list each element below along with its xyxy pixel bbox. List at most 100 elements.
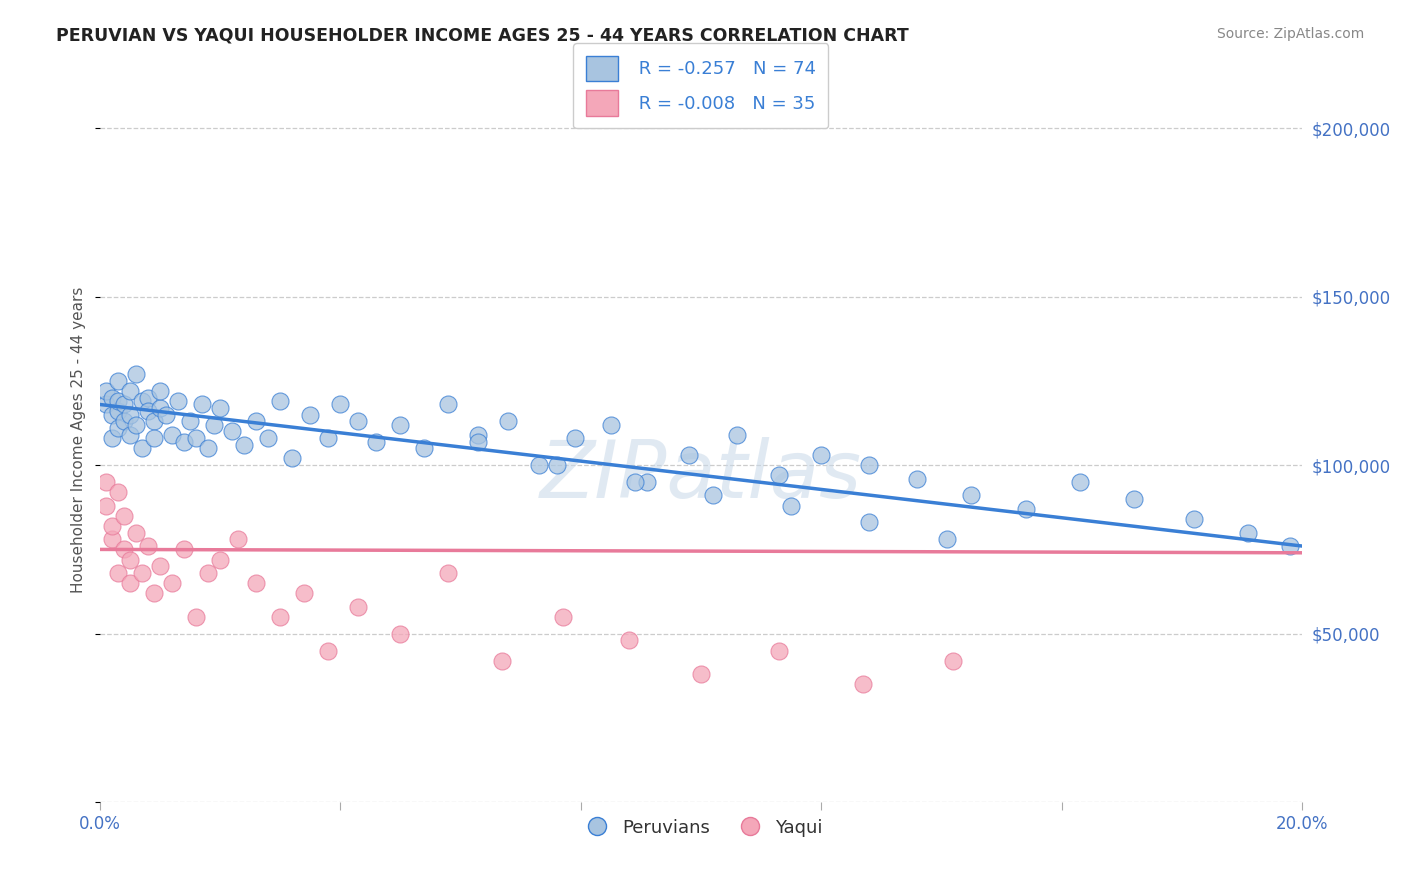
Point bbox=[124, 417, 146, 432]
Point bbox=[107, 485, 129, 500]
Point bbox=[142, 431, 165, 445]
Point bbox=[413, 442, 436, 456]
Point bbox=[527, 458, 550, 472]
Point bbox=[173, 434, 195, 449]
Point bbox=[118, 552, 141, 566]
Point bbox=[623, 475, 645, 489]
Point bbox=[124, 525, 146, 540]
Point bbox=[347, 599, 370, 614]
Point bbox=[118, 384, 141, 398]
Point bbox=[184, 431, 207, 445]
Point bbox=[112, 414, 135, 428]
Point bbox=[191, 397, 214, 411]
Point bbox=[136, 539, 159, 553]
Text: ZIPatlas: ZIPatlas bbox=[540, 437, 862, 515]
Point bbox=[160, 427, 183, 442]
Point bbox=[437, 566, 460, 580]
Point bbox=[942, 654, 965, 668]
Point bbox=[329, 397, 352, 411]
Point bbox=[269, 394, 291, 409]
Point bbox=[226, 533, 249, 547]
Point bbox=[118, 427, 141, 442]
Point bbox=[257, 431, 280, 445]
Point bbox=[149, 401, 172, 415]
Point bbox=[960, 488, 983, 502]
Point bbox=[136, 391, 159, 405]
Point bbox=[131, 442, 153, 456]
Point bbox=[94, 384, 117, 398]
Point bbox=[852, 677, 875, 691]
Point bbox=[118, 408, 141, 422]
Point bbox=[107, 566, 129, 580]
Point bbox=[202, 417, 225, 432]
Point bbox=[107, 421, 129, 435]
Point bbox=[94, 499, 117, 513]
Point bbox=[232, 438, 254, 452]
Point bbox=[112, 397, 135, 411]
Text: PERUVIAN VS YAQUI HOUSEHOLDER INCOME AGES 25 - 44 YEARS CORRELATION CHART: PERUVIAN VS YAQUI HOUSEHOLDER INCOME AGE… bbox=[56, 27, 910, 45]
Point bbox=[107, 404, 129, 418]
Point bbox=[551, 610, 574, 624]
Point bbox=[136, 404, 159, 418]
Point bbox=[100, 408, 122, 422]
Point bbox=[389, 626, 412, 640]
Point bbox=[107, 394, 129, 409]
Point bbox=[498, 414, 520, 428]
Point bbox=[112, 508, 135, 523]
Point bbox=[599, 417, 621, 432]
Point bbox=[768, 468, 790, 483]
Point bbox=[564, 431, 586, 445]
Point bbox=[149, 384, 172, 398]
Point bbox=[1237, 525, 1260, 540]
Point bbox=[269, 610, 291, 624]
Point bbox=[858, 516, 880, 530]
Point bbox=[299, 408, 322, 422]
Point bbox=[245, 576, 267, 591]
Y-axis label: Householder Income Ages 25 - 44 years: Householder Income Ages 25 - 44 years bbox=[72, 286, 86, 593]
Point bbox=[1069, 475, 1091, 489]
Point bbox=[768, 643, 790, 657]
Point bbox=[678, 448, 700, 462]
Point bbox=[1279, 539, 1302, 553]
Point bbox=[149, 559, 172, 574]
Point bbox=[617, 633, 640, 648]
Point bbox=[118, 576, 141, 591]
Point bbox=[636, 475, 658, 489]
Point bbox=[1182, 512, 1205, 526]
Point bbox=[1122, 491, 1144, 506]
Point bbox=[107, 374, 129, 388]
Point bbox=[366, 434, 388, 449]
Point bbox=[197, 566, 219, 580]
Point bbox=[905, 472, 928, 486]
Point bbox=[208, 401, 231, 415]
Point bbox=[467, 434, 489, 449]
Point bbox=[100, 518, 122, 533]
Point bbox=[184, 610, 207, 624]
Point bbox=[245, 414, 267, 428]
Point bbox=[155, 408, 177, 422]
Point bbox=[124, 367, 146, 381]
Point bbox=[281, 451, 304, 466]
Point bbox=[810, 448, 832, 462]
Point bbox=[173, 542, 195, 557]
Point bbox=[94, 397, 117, 411]
Point bbox=[437, 397, 460, 411]
Text: Source: ZipAtlas.com: Source: ZipAtlas.com bbox=[1216, 27, 1364, 41]
Point bbox=[94, 475, 117, 489]
Point bbox=[100, 431, 122, 445]
Point bbox=[858, 458, 880, 472]
Point bbox=[1014, 502, 1036, 516]
Point bbox=[142, 414, 165, 428]
Point bbox=[160, 576, 183, 591]
Point bbox=[689, 667, 711, 681]
Point bbox=[316, 431, 339, 445]
Point bbox=[725, 427, 748, 442]
Point bbox=[389, 417, 412, 432]
Point bbox=[179, 414, 201, 428]
Point bbox=[702, 488, 724, 502]
Point bbox=[221, 425, 243, 439]
Point bbox=[100, 533, 122, 547]
Point bbox=[208, 552, 231, 566]
Point bbox=[131, 394, 153, 409]
Point bbox=[316, 643, 339, 657]
